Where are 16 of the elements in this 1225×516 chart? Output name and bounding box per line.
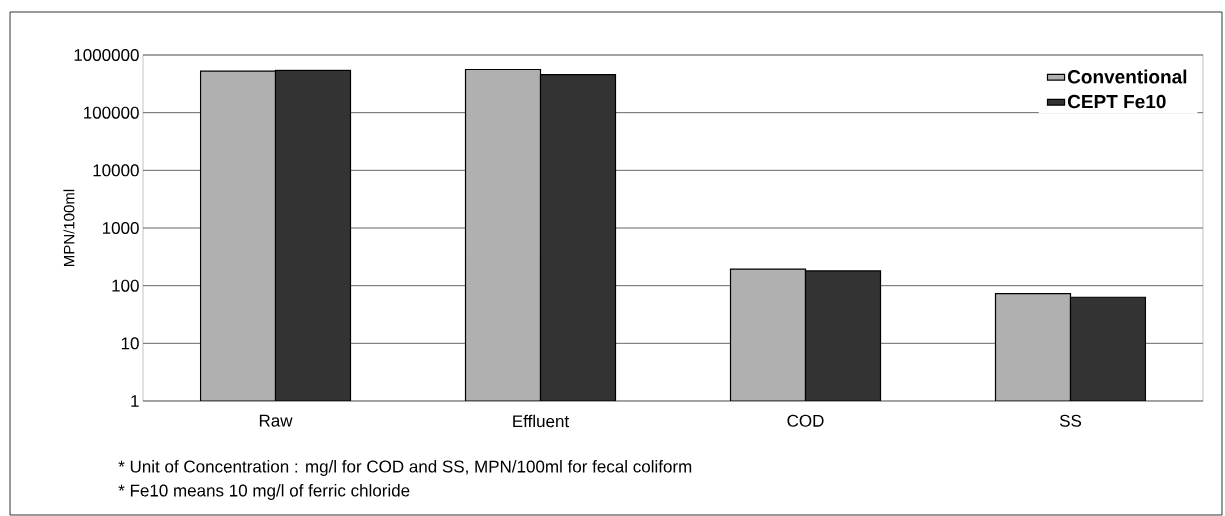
x-tick-label: Effluent	[513, 414, 570, 428]
y-tick-label: 100000	[84, 106, 139, 119]
y-tick-label: 1000	[102, 221, 139, 235]
legend-label: CEPT Fe10	[1067, 94, 1166, 109]
text: * Unit of Concentration : mg/l for COD and SS, MPN/100ml for fecal coliform	[118, 460, 692, 476]
y-tick-label: 1	[131, 395, 139, 407]
text: * Fe10 means 10 mg/l of ferric chloride	[118, 484, 410, 500]
x-tick-label: Raw	[259, 414, 293, 427]
y-tick-label: 1000000	[74, 48, 139, 62]
x-tick-label: SS	[1059, 414, 1082, 427]
legend-label: Conventional	[1067, 69, 1187, 84]
y-axis-title: MPN/100ml	[63, 189, 75, 266]
y-tick-label: 10	[121, 337, 139, 350]
y-tick-label: 100	[112, 279, 139, 292]
y-tick-label: 10000	[93, 164, 139, 177]
x-tick-label: COD	[787, 414, 824, 427]
